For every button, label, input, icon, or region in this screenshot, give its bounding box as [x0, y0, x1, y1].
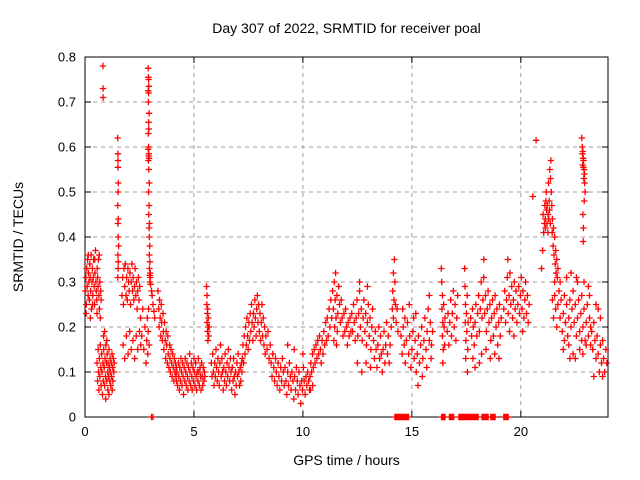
y-tick-label: 0.2: [58, 320, 76, 335]
x-tick-label: 0: [81, 424, 88, 439]
grid-lines: [85, 57, 608, 417]
y-tick-label: 0.8: [58, 50, 76, 65]
x-tick-label: 15: [405, 424, 419, 439]
y-tick-label: 0.3: [58, 275, 76, 290]
y-tick-label: 0: [69, 410, 76, 425]
scatter-points: [82, 62, 611, 421]
y-tick-label: 0.6: [58, 140, 76, 155]
y-tick-label: 0.7: [58, 95, 76, 110]
x-tick-label: 20: [514, 424, 528, 439]
y-tick-label: 0.5: [58, 185, 76, 200]
x-tick-label: 10: [296, 424, 310, 439]
y-tick-label: 0.4: [58, 230, 76, 245]
x-tick-label: 5: [190, 424, 197, 439]
chart-title: Day 307 of 2022, SRMTID for receiver poa…: [212, 20, 481, 36]
y-tick-label: 0.1: [58, 365, 76, 380]
axis-ticks: [84, 56, 608, 418]
x-axis-label: GPS time / hours: [293, 452, 400, 468]
plot-border: [84, 56, 609, 418]
